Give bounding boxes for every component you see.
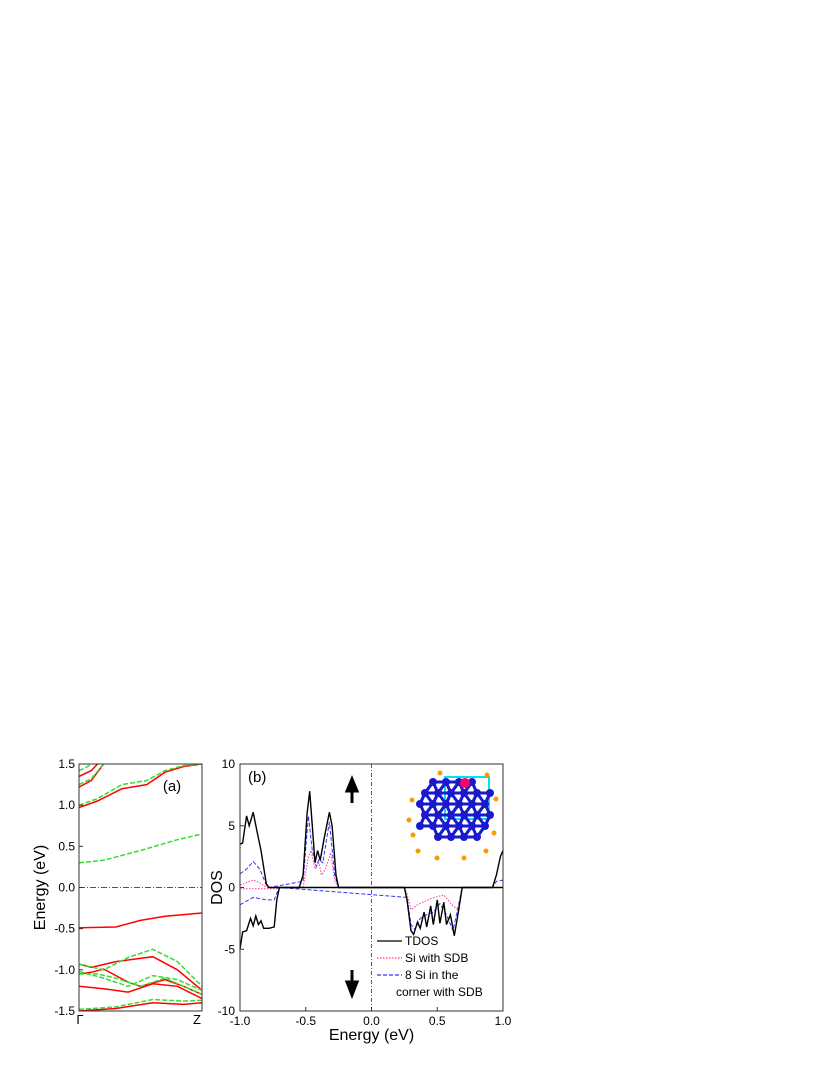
y-axis-label: DOS (209, 870, 226, 905)
y-tick-label: -0.5 (54, 922, 75, 936)
y-tick-label: 1.5 (58, 757, 75, 771)
panel-a-band-structure: -1.5 -1.0 -0.5 0.0 0.5 1.0 1.5 Γ Z Energy (eV) (a) (32, 757, 203, 1027)
y-tick-label: 0 (228, 881, 235, 895)
si-atom (421, 811, 429, 819)
dos-line-down (239, 886, 503, 950)
si-atom (442, 800, 450, 808)
arrow-up-icon (344, 775, 360, 803)
y-tick-label: 0.5 (58, 839, 75, 853)
si-atom (429, 778, 437, 786)
si-atom (468, 800, 476, 808)
band-line (79, 764, 105, 786)
si-atom (447, 789, 455, 797)
si-atom (473, 811, 481, 819)
band-line (79, 833, 202, 864)
band-line (79, 970, 202, 992)
y-tick-label: 1.0 (58, 798, 75, 812)
si-atom (447, 811, 455, 819)
h-atom (415, 848, 421, 854)
h-atom (483, 848, 489, 854)
x-tick-label: -1.0 (230, 1014, 251, 1028)
x-tick-label: Γ (76, 1012, 83, 1027)
legend-label: 8 Si in the (405, 968, 459, 982)
h-atom (409, 797, 415, 803)
panel-b-dos: -10 -5 0 5 10 -1.0 -0.5 0.0 0.5 1.0 Energy (eV) DOS… (209, 757, 512, 1044)
si-atom (434, 811, 442, 819)
legend-label: Si with SDB (405, 951, 468, 965)
si-atom (416, 800, 424, 808)
si-atom (429, 800, 437, 808)
si-atom (486, 811, 494, 819)
h-atom (434, 855, 440, 861)
si-atom (434, 789, 442, 797)
si-atom (460, 789, 468, 797)
h-atom (493, 796, 499, 802)
x-tick-label: 0.5 (429, 1014, 446, 1028)
inset-structure-image (406, 770, 499, 861)
h-atom (406, 817, 412, 823)
panel-label: (b) (248, 769, 266, 786)
x-tick-label: 1.0 (495, 1014, 512, 1028)
x-tick-label: -0.5 (295, 1014, 316, 1028)
si-atom (460, 811, 468, 819)
si-atom (473, 789, 481, 797)
band-line (79, 912, 202, 929)
legend-label: TDOS (405, 934, 438, 948)
h-atom (437, 770, 443, 776)
dos-line-up (239, 791, 504, 889)
h-atom (461, 855, 467, 861)
y-tick-label: -5 (224, 942, 235, 956)
defect-si-atom (460, 778, 470, 788)
y-tick-label: 5 (228, 819, 235, 833)
si-atom (434, 833, 442, 841)
si-atom (468, 822, 476, 830)
dos-line-up (239, 848, 503, 888)
band-line (79, 764, 92, 772)
h-atom (410, 832, 416, 838)
band-line (79, 764, 202, 806)
si-atom (486, 789, 494, 797)
si-atom (460, 833, 468, 841)
y-tick-label: 10 (222, 757, 236, 771)
band-line (79, 764, 99, 778)
legend-label: corner with SDB (396, 985, 483, 999)
band-line (79, 983, 202, 1000)
band-line (79, 998, 202, 1011)
y-tick-label: -1.0 (54, 963, 75, 977)
si-atom (455, 800, 463, 808)
x-tick-label: Z (193, 1012, 201, 1027)
band-line (79, 1002, 202, 1011)
si-atom (455, 822, 463, 830)
x-axis-label: Energy (eV) (329, 1027, 414, 1044)
si-atom (442, 822, 450, 830)
panel-label: (a) (163, 778, 181, 795)
si-atom (416, 822, 424, 830)
y-tick-label: 0.0 (58, 881, 75, 895)
arrow-down-icon (344, 970, 360, 1000)
y-tick-label: -1.5 (54, 1004, 75, 1018)
h-atom (484, 772, 490, 778)
si-atom (421, 789, 429, 797)
x-tick-label: 0.0 (363, 1014, 380, 1028)
si-atom (473, 833, 481, 841)
band-line (79, 973, 202, 996)
band-line (79, 948, 202, 987)
si-atom (429, 822, 437, 830)
si-atom (481, 800, 489, 808)
y-axis-label: Energy (eV) (32, 845, 49, 930)
band-line (79, 764, 202, 809)
si-atom (468, 778, 476, 786)
h-atom (491, 830, 497, 836)
si-atom (481, 822, 489, 830)
dos-line-down (239, 886, 503, 933)
si-atom (442, 778, 450, 786)
si-atom (447, 833, 455, 841)
y-tick-label: -10 (218, 1004, 236, 1018)
